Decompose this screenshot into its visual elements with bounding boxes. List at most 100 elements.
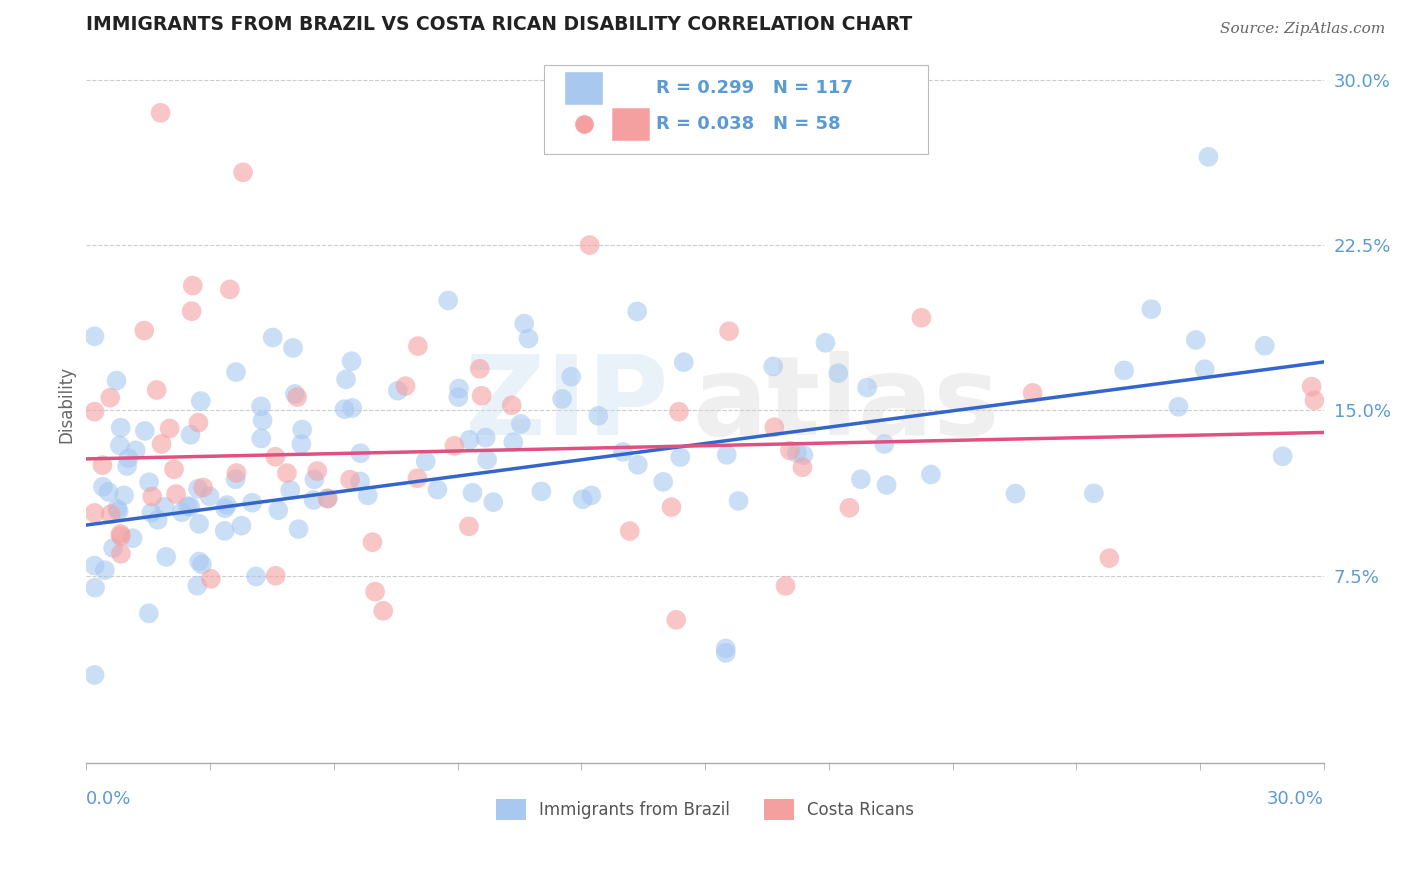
Point [186, 579, 208, 593]
Point [105, 501, 128, 516]
Point [100, 508, 122, 522]
Point [415, 454, 437, 468]
Point [231, 518, 253, 533]
Point [509, 417, 531, 431]
Point [101, 541, 124, 555]
Point [361, 535, 384, 549]
Point [1301, 379, 1323, 393]
Point [364, 584, 387, 599]
Point [443, 439, 465, 453]
Bar [565, 71, 602, 104]
Point [551, 392, 574, 406]
Point [333, 402, 356, 417]
Point [141, 490, 163, 504]
Point [105, 374, 128, 388]
FancyBboxPatch shape [544, 64, 928, 154]
Point [763, 420, 786, 434]
Point [1098, 551, 1121, 566]
Text: IMMIGRANTS FROM BRAZIL VS COSTA RICAN DISABILITY CORRELATION CHART: IMMIGRANTS FROM BRAZIL VS COSTA RICAN DI… [86, 15, 912, 34]
Point [619, 524, 641, 538]
Point [714, 641, 737, 656]
Point [581, 488, 603, 502]
Point [458, 433, 481, 447]
Point [281, 341, 304, 355]
Point [187, 482, 209, 496]
Point [225, 466, 247, 480]
Point [827, 366, 849, 380]
Point [474, 431, 496, 445]
Point [264, 568, 287, 582]
Point [714, 646, 737, 660]
Point [107, 504, 129, 518]
Point [165, 487, 187, 501]
Text: atlas: atlas [693, 351, 1000, 458]
Point [285, 390, 308, 404]
Point [1271, 449, 1294, 463]
Point [91, 458, 114, 472]
Point [475, 452, 498, 467]
Point [83, 558, 105, 573]
Point [513, 317, 536, 331]
Point [571, 492, 593, 507]
Point [340, 401, 363, 415]
Point [110, 420, 132, 434]
Point [110, 547, 132, 561]
Text: R = 0.038   N = 58: R = 0.038 N = 58 [655, 115, 841, 133]
Point [138, 607, 160, 621]
Text: ZIP: ZIP [464, 351, 668, 458]
Point [1197, 150, 1219, 164]
Point [727, 494, 749, 508]
Point [762, 359, 785, 374]
Point [578, 238, 600, 252]
Point [284, 387, 307, 401]
Point [856, 380, 879, 394]
Text: Source: ZipAtlas.com: Source: ZipAtlas.com [1219, 22, 1385, 37]
Point [665, 613, 688, 627]
Point [447, 382, 470, 396]
Point [155, 549, 177, 564]
Point [814, 335, 837, 350]
Point [910, 310, 932, 325]
Point [108, 438, 131, 452]
Point [335, 372, 357, 386]
Point [146, 513, 169, 527]
Point [652, 475, 675, 489]
Y-axis label: Disability: Disability [58, 367, 75, 443]
Point [672, 355, 695, 369]
Point [245, 569, 267, 583]
Point [447, 390, 470, 404]
Point [170, 505, 193, 519]
Point [1083, 486, 1105, 500]
Point [718, 324, 741, 338]
Point [125, 443, 148, 458]
Point [849, 472, 872, 486]
Text: 30.0%: 30.0% [1267, 789, 1324, 807]
Point [91, 480, 114, 494]
Point [252, 413, 274, 427]
Point [191, 480, 214, 494]
Point [349, 475, 371, 489]
Point [214, 524, 236, 538]
Point [187, 416, 209, 430]
Point [94, 563, 117, 577]
Point [626, 304, 648, 318]
Point [1004, 486, 1026, 500]
Point [586, 409, 609, 423]
Point [134, 424, 156, 438]
Point [307, 464, 329, 478]
Point [631, 128, 654, 142]
Point [530, 484, 553, 499]
Point [501, 398, 523, 412]
Point [668, 405, 690, 419]
Point [716, 448, 738, 462]
Text: R = 0.299   N = 117: R = 0.299 N = 117 [655, 79, 852, 97]
Point [340, 354, 363, 368]
Point [290, 437, 312, 451]
Point [198, 490, 221, 504]
Point [97, 484, 120, 499]
Point [163, 462, 186, 476]
Point [200, 572, 222, 586]
Point [775, 579, 797, 593]
Point [1021, 385, 1043, 400]
Point [876, 478, 898, 492]
